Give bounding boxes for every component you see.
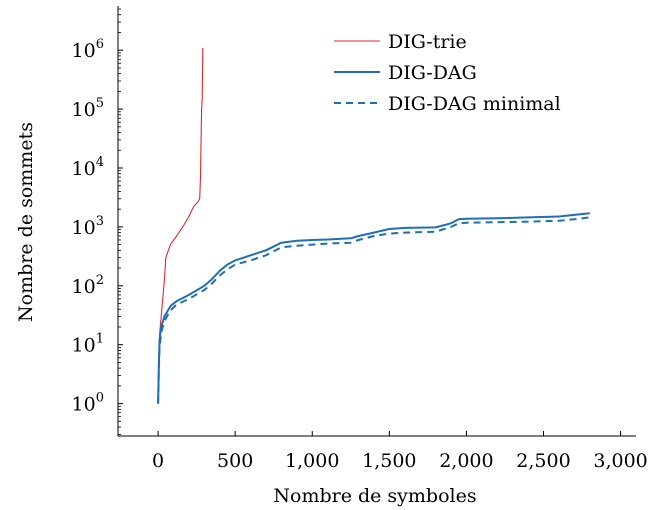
x-tick-label: 1,500 (362, 450, 416, 472)
x-tick-label: 2,500 (516, 450, 570, 472)
x-tick-label: 3,000 (593, 450, 647, 472)
plot-area (157, 47, 590, 404)
y-tick-label: 102 (72, 273, 104, 298)
series-line-dig-dag-minimal (157, 216, 590, 404)
axes: 0 500 1,000 1,500 2,000 2,500 3,000 100 101 102 10… (72, 6, 648, 472)
y-tick-label: 101 (72, 332, 104, 357)
y-tick-label: 105 (72, 96, 104, 121)
y-tick-label: 100 (72, 391, 104, 416)
series-line-dig-trie (157, 47, 204, 404)
x-tick-label: 0 (152, 450, 164, 472)
legend: DIG-trie DIG-DAG DIG-DAG minimal (334, 31, 561, 115)
legend-label: DIG-DAG (388, 62, 477, 84)
x-tick-label: 1,000 (285, 450, 339, 472)
x-tick-label: 2,000 (439, 450, 493, 472)
y-axis-title: Nombre de sommets (15, 122, 37, 322)
series-line-dig-dag (157, 212, 590, 404)
legend-label: DIG-DAG minimal (388, 93, 561, 115)
y-tick-label: 104 (72, 155, 104, 180)
legend-label: DIG-trie (388, 31, 467, 53)
y-tick-label: 103 (72, 214, 104, 239)
x-axis-title: Nombre de symboles (273, 485, 476, 507)
y-tick-label: 106 (72, 37, 104, 62)
x-tick-label: 500 (217, 450, 253, 472)
